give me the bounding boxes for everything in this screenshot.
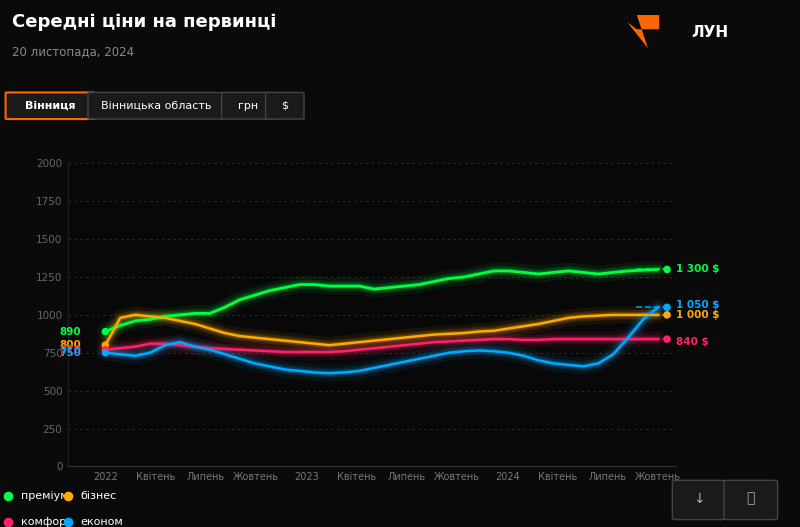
Text: бізнес: бізнес <box>81 491 117 501</box>
Text: $: $ <box>282 101 288 111</box>
Text: Середні ціни на первинці: Середні ціни на первинці <box>12 13 276 31</box>
Text: преміум: преміум <box>21 491 69 501</box>
Text: 1 000 $: 1 000 $ <box>676 310 719 320</box>
Text: ЛУН: ЛУН <box>691 25 728 40</box>
Text: грн: грн <box>238 101 258 111</box>
Text: комфорт: комфорт <box>21 518 73 527</box>
Polygon shape <box>627 15 659 48</box>
Text: ⛓: ⛓ <box>746 492 755 505</box>
Text: ↓: ↓ <box>694 492 705 505</box>
Text: 20 листопада, 2024: 20 листопада, 2024 <box>12 45 134 58</box>
Text: Вінниця: Вінниця <box>25 101 75 111</box>
Text: 1 300 $: 1 300 $ <box>676 265 719 275</box>
Point <box>62 492 74 500</box>
Point <box>661 303 674 311</box>
Point <box>2 518 14 526</box>
Text: 770: 770 <box>59 345 82 355</box>
Text: 890: 890 <box>60 327 82 337</box>
FancyBboxPatch shape <box>724 480 778 520</box>
Point <box>661 265 674 274</box>
Point <box>99 348 112 357</box>
Point <box>99 346 112 354</box>
Point <box>661 310 674 319</box>
FancyBboxPatch shape <box>672 480 726 520</box>
Text: 800: 800 <box>60 340 82 350</box>
Text: 750: 750 <box>59 348 82 358</box>
Text: 840 $: 840 $ <box>676 337 709 347</box>
Text: економ: економ <box>81 518 123 527</box>
Point <box>99 341 112 349</box>
Text: Вінницька область: Вінницька область <box>102 101 211 111</box>
FancyBboxPatch shape <box>6 92 94 119</box>
Point <box>2 492 14 500</box>
Point <box>99 327 112 336</box>
Text: 1 050 $: 1 050 $ <box>676 299 719 309</box>
Point <box>62 518 74 526</box>
FancyBboxPatch shape <box>222 92 274 119</box>
Point <box>661 335 674 344</box>
FancyBboxPatch shape <box>266 92 304 119</box>
FancyBboxPatch shape <box>88 92 225 119</box>
